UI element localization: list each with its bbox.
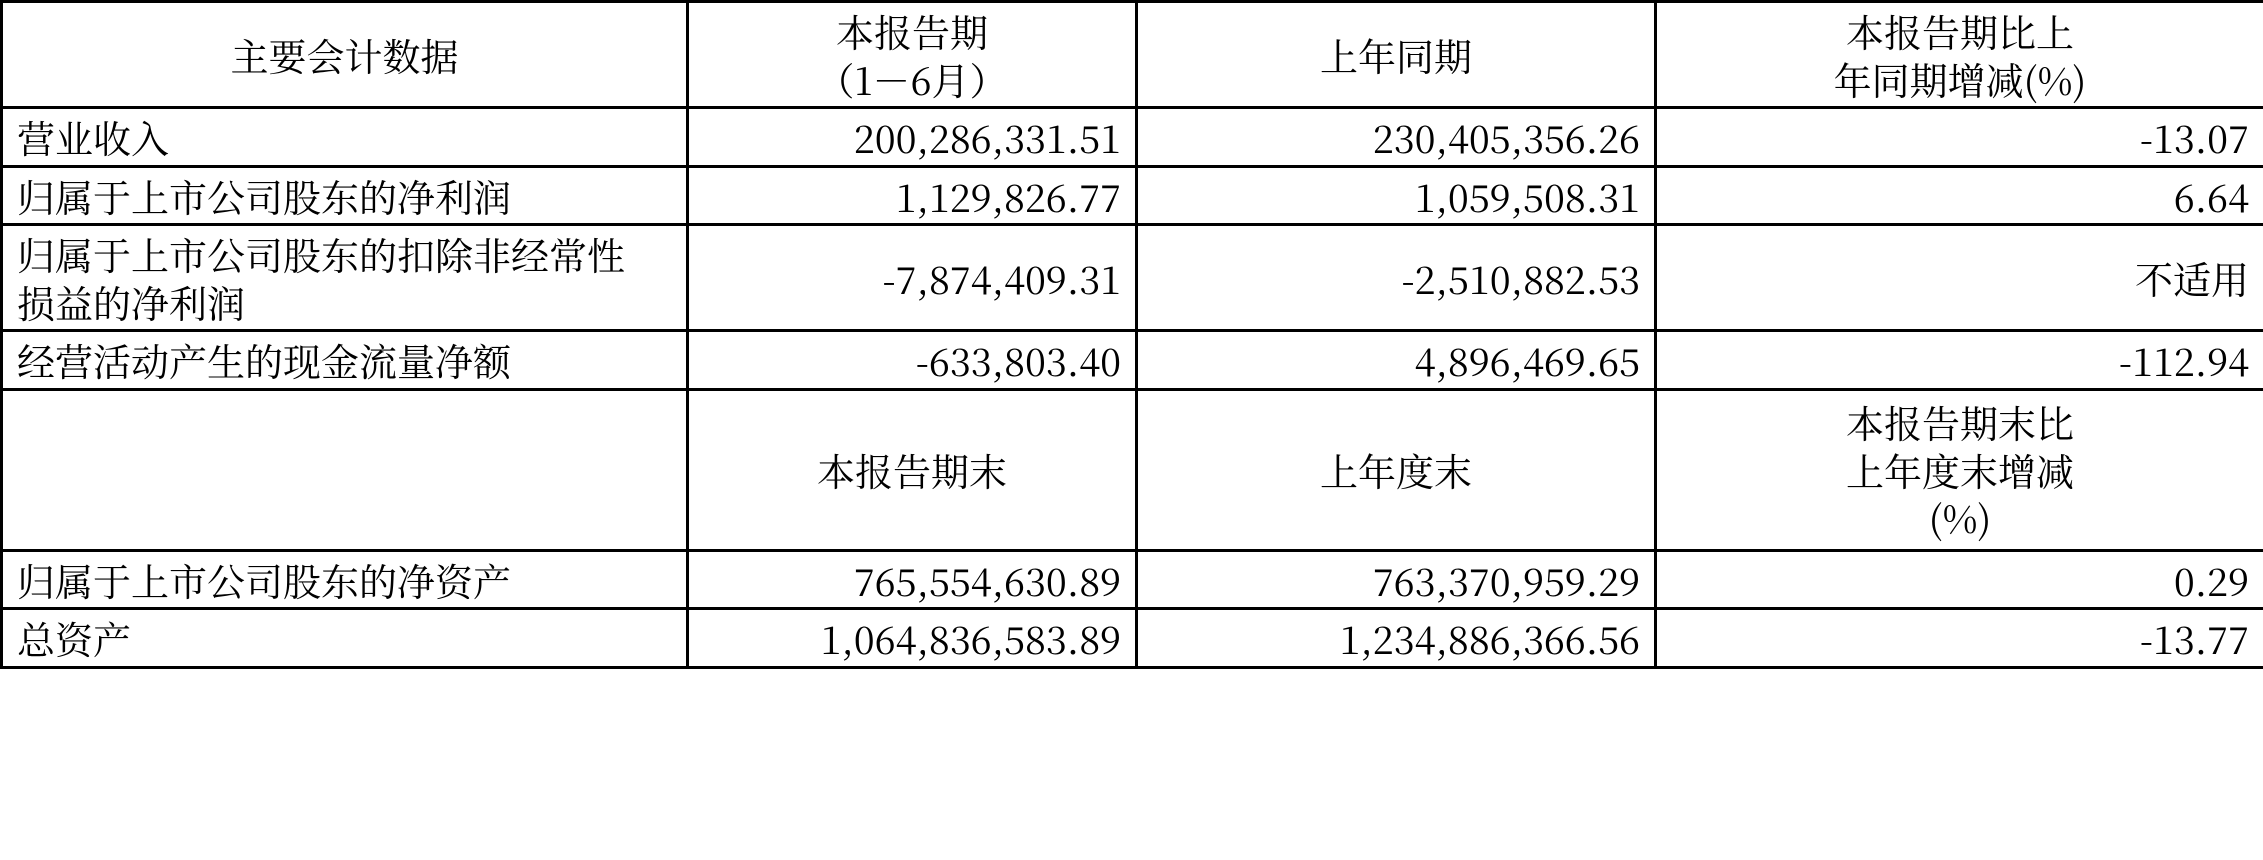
cell-change: -13.07 xyxy=(1656,108,2263,167)
cell-metric: 营业收入 xyxy=(2,108,688,167)
cell-current: 1,129,826.77 xyxy=(688,166,1137,225)
table-header-row: 主要会计数据 本报告期 （1－6月） 上年同期 本报告期比上 年同期增减(%) xyxy=(2,2,2263,108)
col-header-prior: 上年同期 xyxy=(1137,2,1656,108)
header-text: 年同期增减(%) xyxy=(1834,51,2087,106)
table-row: 归属于上市公司股东的净利润 1,129,826.77 1,059,508.31 … xyxy=(2,166,2263,225)
table-row: 营业收入 200,286,331.51 230,405,356.26 -13.0… xyxy=(2,108,2263,167)
page: 主要会计数据 本报告期 （1－6月） 上年同期 本报告期比上 年同期增减(%) … xyxy=(0,0,2263,669)
col-header-change-end: 本报告期末比 上年度末增减 (%) xyxy=(1656,389,2263,550)
cell-metric: 归属于上市公司股东的净利润 xyxy=(2,166,688,225)
cell-current: 765,554,630.89 xyxy=(688,550,1137,609)
cell-current: 200,286,331.51 xyxy=(688,108,1137,167)
table-row: 总资产 1,064,836,583.89 1,234,886,366.56 -1… xyxy=(2,609,2263,668)
table-row: 经营活动产生的现金流量净额 -633,803.40 4,896,469.65 -… xyxy=(2,331,2263,390)
cell-metric: 归属于上市公司股东的扣除非经常性 损益的净利润 xyxy=(2,225,688,331)
cell-change: 不适用 xyxy=(1656,225,2263,331)
col-header-change: 本报告期比上 年同期增减(%) xyxy=(1656,2,2263,108)
cell-prior: 230,405,356.26 xyxy=(1137,108,1656,167)
cell-prior: 1,059,508.31 xyxy=(1137,166,1656,225)
cell-prior: 4,896,469.65 xyxy=(1137,331,1656,390)
cell-prior: 763,370,959.29 xyxy=(1137,550,1656,609)
col-header-current-end: 本报告期末 xyxy=(688,389,1137,550)
table-row: 归属于上市公司股东的扣除非经常性 损益的净利润 -7,874,409.31 -2… xyxy=(2,225,2263,331)
financial-table: 主要会计数据 本报告期 （1－6月） 上年同期 本报告期比上 年同期增减(%) … xyxy=(0,0,2263,669)
col-header-metric: 主要会计数据 xyxy=(2,2,688,108)
cell-current: 1,064,836,583.89 xyxy=(688,609,1137,668)
cell-metric: 总资产 xyxy=(2,609,688,668)
cell-change: -13.77 xyxy=(1656,609,2263,668)
cell-change: 0.29 xyxy=(1656,550,2263,609)
cell-current: -633,803.40 xyxy=(688,331,1137,390)
col-header-metric xyxy=(2,389,688,550)
cell-text: 损益的净利润 xyxy=(17,274,245,329)
table-row: 归属于上市公司股东的净资产 765,554,630.89 763,370,959… xyxy=(2,550,2263,609)
cell-prior: 1,234,886,366.56 xyxy=(1137,609,1656,668)
col-header-prior-end: 上年度末 xyxy=(1137,389,1656,550)
cell-metric: 经营活动产生的现金流量净额 xyxy=(2,331,688,390)
table-subheader-row: 本报告期末 上年度末 本报告期末比 上年度末增减 (%) xyxy=(2,389,2263,550)
cell-change: 6.64 xyxy=(1656,166,2263,225)
cell-metric: 归属于上市公司股东的净资产 xyxy=(2,550,688,609)
cell-current: -7,874,409.31 xyxy=(688,225,1137,331)
header-text: （1－6月） xyxy=(816,51,1007,106)
header-text: (%) xyxy=(1929,489,1992,544)
cell-change: -112.94 xyxy=(1656,331,2263,390)
cell-prior: -2,510,882.53 xyxy=(1137,225,1656,331)
col-header-current: 本报告期 （1－6月） xyxy=(688,2,1137,108)
